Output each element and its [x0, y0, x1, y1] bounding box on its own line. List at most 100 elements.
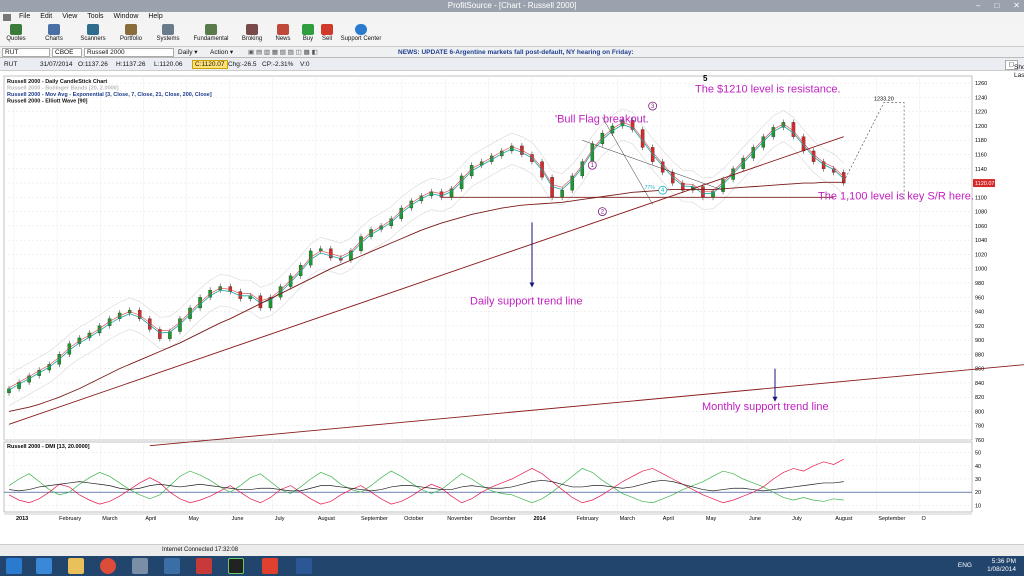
daily-support-trendline	[8, 136, 844, 425]
chart-app-icon[interactable]	[262, 558, 278, 574]
chrome-icon[interactable]	[100, 558, 116, 574]
portfolio-icon	[125, 24, 137, 35]
app-icon	[3, 14, 11, 21]
menu-edit[interactable]: Edit	[40, 13, 53, 20]
menu-bar: File Edit View Tools Window Help	[0, 12, 1024, 23]
symbol-name-field[interactable]: Russell 2000	[84, 48, 174, 57]
buy-button[interactable]: Buy	[299, 24, 317, 42]
wave-circle	[658, 185, 668, 195]
broking-button[interactable]: Broking	[238, 24, 266, 42]
menu-tools[interactable]: Tools	[87, 13, 104, 20]
x-tick-label: August	[835, 516, 853, 522]
systems-button[interactable]: Systems	[154, 24, 182, 42]
word-icon[interactable]	[296, 558, 312, 574]
portfolio-button[interactable]: Portfolio	[117, 24, 145, 42]
candle	[439, 191, 444, 198]
taskbar: ENG 5:36 PM 1/08/2014	[0, 556, 1024, 576]
systems-icon	[162, 24, 174, 35]
scanners-button[interactable]: Scanners	[78, 24, 108, 42]
quotes-icon	[10, 24, 22, 35]
close-button[interactable]: ✕	[1013, 1, 1020, 10]
quote-volume: V:0	[300, 61, 310, 68]
buy-icon	[302, 24, 314, 35]
news-button[interactable]: News	[272, 24, 294, 42]
exchange-field[interactable]: CBOE	[52, 48, 82, 57]
toolbar-icons[interactable]: ▣ ▤ ▥ ▦ ▧ ▨ ◫ ▩ ◧	[248, 49, 318, 56]
language-indicator[interactable]: ENG	[957, 562, 972, 569]
quote-change-percent: CP:-2.31%	[262, 61, 294, 68]
support-center-button[interactable]: Support Center	[338, 24, 384, 42]
bollinger-lower	[8, 139, 844, 407]
start-icon[interactable]	[6, 558, 22, 574]
sell-button[interactable]: Sell	[318, 24, 336, 42]
target-label: 1233.20	[874, 96, 894, 102]
period-dropdown[interactable]: Daily ▾	[178, 49, 198, 56]
x-tick-label: 2014	[533, 516, 546, 522]
bollinger-upper	[8, 108, 844, 375]
dmi-title: Russell 2000 - DMI [13, 20.0000]	[7, 444, 90, 450]
x-tick-label: February	[577, 516, 599, 522]
window-title: ProfitSource - [Chart - Russell 2000]	[447, 1, 577, 10]
legend-entry: Russell 2000 - Daily CandleStick Chart	[7, 79, 107, 85]
y-tick-label: 900	[975, 338, 984, 344]
app2-icon[interactable]	[196, 558, 212, 574]
wave-circle	[648, 101, 658, 111]
show-last-toggle[interactable]: ◻ Show Last	[1004, 60, 1024, 79]
candle	[178, 318, 182, 332]
calculator-icon[interactable]	[132, 558, 148, 574]
candle	[681, 182, 685, 191]
y-tick-label: 920	[975, 324, 984, 330]
candle	[560, 190, 564, 198]
x-tick-label: March	[102, 516, 117, 522]
x-tick-label: September	[361, 516, 388, 522]
charts-button[interactable]: Charts	[42, 24, 66, 42]
quotes-button[interactable]: Quotes	[4, 24, 28, 42]
y-tick-label: 860	[975, 367, 984, 373]
menu-window[interactable]: Window	[113, 13, 139, 20]
minimize-button[interactable]: –	[976, 1, 981, 10]
legend-entry: Russell 2000 - Bollinger Bands [20, 2.00…	[7, 86, 119, 92]
system-clock[interactable]: 5:36 PM 1/08/2014	[987, 558, 1016, 573]
x-tick-label: May	[706, 516, 717, 522]
resistance-annotation: The $1210 level is resistance.	[695, 83, 841, 95]
y-tick-label: 1260	[975, 81, 987, 87]
x-tick-label: 2013	[16, 516, 28, 522]
wave-label: 1	[591, 163, 595, 169]
monthly-arrow-head	[772, 396, 778, 402]
folder-icon[interactable]	[68, 558, 84, 574]
y-tick-label: 960	[975, 295, 984, 301]
profitsource-icon[interactable]	[228, 558, 244, 574]
quote-bar: RUT 31/07/2014 O:1137.26 H:1137.26 L:112…	[0, 58, 1024, 79]
daily-arrow-head	[529, 282, 535, 288]
scanners-icon	[87, 24, 99, 35]
fundamental-button[interactable]: Fundamental	[192, 24, 230, 42]
quote-change: Chg:-26.5	[228, 61, 257, 68]
maximize-button[interactable]: □	[994, 1, 1000, 10]
action-dropdown[interactable]: Action ▾	[210, 49, 234, 56]
menu-help[interactable]: Help	[148, 13, 163, 20]
symbol-code-field[interactable]: RUT	[2, 48, 50, 57]
daily-support-annotation: Daily support trend line	[470, 295, 583, 307]
y-tick-label: 980	[975, 281, 984, 287]
legend-entry: Russell 2000 - Elliott Wave [90]	[7, 99, 88, 105]
ie-icon[interactable]	[36, 558, 52, 574]
wave-label: 3	[651, 104, 655, 110]
menu-file[interactable]: File	[18, 13, 31, 20]
x-tick-label: June	[232, 516, 244, 522]
menu-view[interactable]: View	[62, 13, 78, 20]
app-icon[interactable]	[164, 558, 180, 574]
news-ticker[interactable]: NEWS: UPDATE 6-Argentine markets fall po…	[398, 49, 634, 56]
dmi-y-tick-label: 40	[975, 464, 981, 470]
quote-symbol: RUT	[4, 61, 18, 68]
status-bar: Internet Connected 17:32:08	[0, 544, 1024, 556]
wave-circle	[587, 160, 597, 170]
chart-area[interactable]: 760 780 800 820 840 860 880 900 920 940 960 980 1000…	[0, 72, 1024, 544]
dmi-di-line	[8, 468, 844, 504]
connection-status: Internet Connected 17:32:08	[162, 547, 239, 553]
y-tick-label: 1080	[975, 210, 987, 216]
title-bar: ProfitSource - [Chart - Russell 2000] – □…	[0, 0, 1024, 12]
x-tick-label: April	[663, 516, 674, 522]
symbol-bar: RUT CBOE Russell 2000 Daily ▾ Action ▾ ▣…	[0, 47, 1024, 58]
x-tick-label: November	[447, 516, 473, 522]
y-tick-label: 1020	[975, 252, 987, 258]
